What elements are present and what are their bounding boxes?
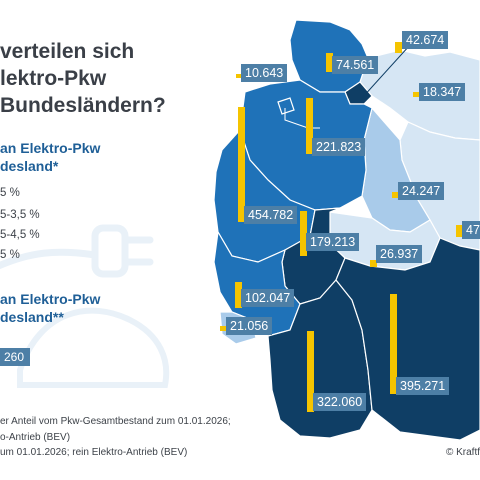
headline-line-1: verteilen sich <box>0 40 135 63</box>
legend-share-title-line-1: an Elektro-Pkw <box>0 140 101 156</box>
bar-niedersachsen <box>306 98 313 154</box>
bar-bremen <box>236 74 243 78</box>
leader-hamburg <box>361 44 411 99</box>
value-label-brandenburg: 47 <box>462 221 480 239</box>
headline-line-3: Bundesländern? <box>0 94 166 117</box>
bar-sachsen-anhalt <box>392 192 399 198</box>
value-label-niedersachsen: 221.823 <box>312 138 366 156</box>
bar-hamburg <box>395 42 402 53</box>
bar-rheinland-pfalz <box>235 282 242 308</box>
value-label-bayern: 395.271 <box>396 377 450 395</box>
legend-count-title: an Elektro-Pkw desland** <box>0 290 100 326</box>
value-label-thueringen: 26.937 <box>376 245 423 263</box>
legend-share-item: 5-3,5 % <box>0 209 40 221</box>
value-label-rheinland-pfalz: 102.047 <box>241 289 295 307</box>
value-label-mecklenburg-vorpommern: 18.347 <box>419 83 466 101</box>
legend-total-value: 260 <box>0 348 31 366</box>
value-label-baden-wuerttemberg: 322.060 <box>313 393 367 411</box>
bar-baden-wuerttemberg <box>307 331 314 412</box>
bar-mecklenburg-vorpommern <box>413 92 420 97</box>
leader-bremen <box>284 108 320 129</box>
plug-icon <box>0 224 154 278</box>
value-label-saarland: 21.056 <box>226 317 273 335</box>
headline: verteilen sich lektro-Pkw Bundesländern? <box>0 38 166 119</box>
legend-share-item: 5 % <box>0 249 20 261</box>
footnote-line-1: er Anteil vom Pkw-Gesamtbestand zum 01.0… <box>0 416 231 427</box>
bar-brandenburg <box>456 225 463 237</box>
bar-hessen <box>300 211 307 256</box>
legend-count-title-line-2: desland** <box>0 309 64 325</box>
state-bremen <box>277 97 295 115</box>
value-label-schleswig-holstein: 74.561 <box>332 56 379 74</box>
legend-count-title-line-1: an Elektro-Pkw <box>0 291 101 307</box>
legend-share-item: 5 % <box>0 187 20 199</box>
bar-nordrhein-westfalen <box>238 107 245 222</box>
legend-share-title: an Elektro-Pkw desland* <box>0 139 100 175</box>
footnote-line-3: um 01.01.2026; rein Elektro-Antrieb (BEV… <box>0 447 188 458</box>
bar-bayern <box>390 294 397 394</box>
value-label-sachsen-anhalt: 24.247 <box>398 182 445 200</box>
bar-schleswig-holstein <box>326 53 333 72</box>
bar-thueringen <box>370 260 377 267</box>
value-label-hamburg: 42.674 <box>402 31 449 49</box>
value-label-hessen: 179.213 <box>306 233 360 251</box>
headline-line-2: lektro-Pkw <box>0 67 107 90</box>
credit: © Kraftf <box>445 447 480 458</box>
footnote-line-2: o-Antrieb (BEV) <box>0 432 71 443</box>
value-label-bremen: 10.643 <box>241 64 288 82</box>
legend-share-item: 5-4,5 % <box>0 229 40 241</box>
bar-saarland <box>220 326 227 331</box>
legend-share-title-line-2: desland* <box>0 158 59 174</box>
car-icon <box>17 307 170 388</box>
value-label-nordrhein-westfalen: 454.782 <box>244 206 298 224</box>
